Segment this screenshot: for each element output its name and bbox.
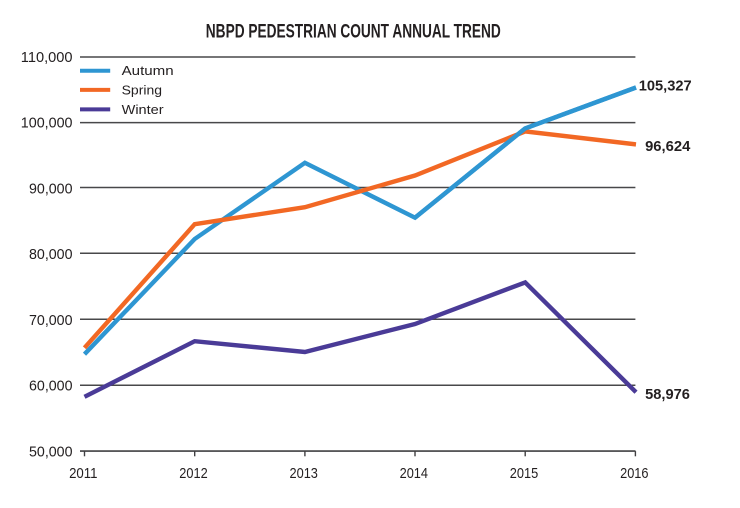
svg-text:60,000: 60,000 [29,378,73,395]
svg-text:2015: 2015 [510,465,538,482]
svg-text:2014: 2014 [400,465,428,482]
svg-text:90,000: 90,000 [29,181,73,198]
svg-text:100,000: 100,000 [21,115,73,132]
svg-text:Autumn: Autumn [122,63,174,78]
svg-text:50,000: 50,000 [29,443,73,460]
svg-text:2012: 2012 [179,465,207,482]
svg-text:2016: 2016 [620,465,648,482]
svg-text:58,976: 58,976 [645,386,690,403]
svg-text:96,624: 96,624 [645,138,691,155]
svg-text:2013: 2013 [290,465,318,482]
svg-text:Spring: Spring [122,82,162,97]
svg-text:Winter: Winter [122,102,165,117]
svg-text:2011: 2011 [69,465,97,482]
svg-text:80,000: 80,000 [29,246,73,263]
svg-text:105,327: 105,327 [639,77,692,94]
svg-text:NBPD PEDESTRIAN COUNT ANNUAL T: NBPD PEDESTRIAN COUNT ANNUAL TREND [206,21,501,42]
svg-text:110,000: 110,000 [21,49,73,66]
svg-text:70,000: 70,000 [29,312,73,329]
